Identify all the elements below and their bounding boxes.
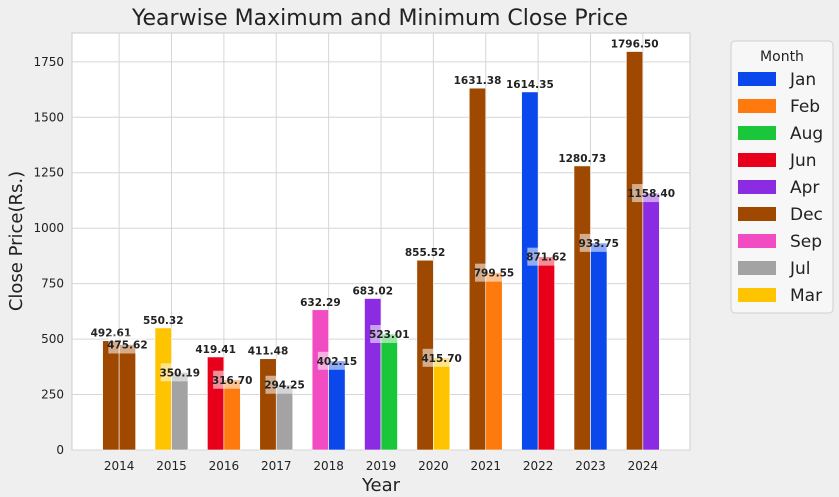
min-label-bg	[265, 375, 304, 394]
min-bar	[118, 344, 136, 451]
max-value-label: 550.32	[143, 315, 184, 327]
min-label-bg	[160, 363, 199, 382]
min-value-label: 1158.40	[627, 188, 675, 200]
min-value-label: 415.70	[421, 353, 462, 365]
legend-swatch	[738, 207, 776, 221]
max-value-label: 683.02	[352, 286, 393, 298]
max-value-label: 1614.35	[506, 79, 554, 91]
min-bar	[433, 357, 451, 451]
min-value-label: 799.55	[474, 268, 515, 280]
y-tick-label: 500	[41, 332, 64, 346]
min-value-label: 294.25	[264, 380, 305, 392]
x-tick-label: 2018	[313, 459, 344, 473]
y-tick-label: 1000	[33, 221, 64, 235]
legend-swatch	[738, 126, 776, 140]
legend-swatch	[738, 72, 776, 86]
legend-label: Jul	[789, 259, 811, 279]
y-tick-label: 0	[56, 443, 64, 457]
x-tick-label: 2019	[366, 459, 397, 473]
legend-label: Dec	[790, 205, 823, 225]
min-value-label: 871.62	[526, 252, 567, 264]
legend-swatch	[738, 234, 776, 248]
min-label-bg	[213, 370, 252, 389]
y-tick-label: 1750	[33, 55, 64, 69]
legend-label: Mar	[790, 286, 822, 306]
min-value-label: 316.70	[212, 375, 253, 387]
min-bar	[223, 379, 241, 451]
min-value-label: 402.15	[317, 356, 358, 368]
y-tick-label: 1250	[33, 166, 64, 180]
min-label-bg	[632, 184, 671, 203]
legend-swatch	[738, 99, 776, 113]
max-value-label: 1631.38	[454, 75, 502, 87]
y-tick-label: 250	[41, 388, 64, 402]
min-bar	[171, 372, 189, 451]
min-label-bg	[370, 324, 409, 343]
min-bar	[590, 242, 608, 451]
min-label-bg	[422, 348, 461, 367]
max-value-label: 855.52	[405, 247, 446, 259]
x-tick-label: 2017	[261, 459, 292, 473]
min-value-label: 933.75	[578, 238, 619, 250]
max-bar	[259, 358, 277, 451]
x-tick-label: 2015	[156, 459, 187, 473]
max-bar	[311, 309, 329, 451]
max-value-label: 632.29	[300, 297, 341, 309]
legend-label: Aug	[790, 124, 823, 144]
min-bar	[537, 256, 555, 451]
legend-swatch	[738, 288, 776, 302]
min-bar	[275, 384, 294, 451]
min-bar	[328, 360, 346, 451]
min-label-bg	[108, 335, 147, 354]
x-tick-label: 2021	[470, 459, 501, 473]
max-bar	[364, 298, 382, 451]
legend-label: Apr	[790, 178, 819, 198]
x-tick-label: 2023	[575, 459, 606, 473]
max-bar	[102, 340, 120, 451]
max-bar	[626, 51, 644, 451]
legend-swatch	[738, 261, 776, 275]
x-tick-label: 2020	[418, 459, 449, 473]
x-tick-label: 2024	[628, 459, 659, 473]
y-tick-label: 1500	[33, 110, 64, 124]
legend-label: Jun	[789, 151, 817, 171]
legend-swatch	[738, 180, 776, 194]
min-value-label: 350.19	[159, 367, 200, 379]
chart-title: Yearwise Maximum and Minimum Close Price	[131, 6, 628, 31]
bar-labels: 492.61475.62550.32350.19419.41316.70411.…	[91, 39, 675, 394]
min-label-bg	[579, 233, 618, 252]
legend-title: Month	[760, 49, 804, 65]
x-tick-label: 2022	[523, 459, 554, 473]
legend-label: Jan	[789, 70, 816, 90]
max-value-label: 1796.50	[611, 39, 659, 51]
x-tick-label: 2014	[104, 459, 135, 473]
max-bar	[521, 91, 539, 451]
legend-swatch	[738, 153, 776, 167]
min-value-label: 475.62	[107, 340, 148, 352]
min-value-label: 523.01	[369, 329, 410, 341]
legend-label: Feb	[790, 97, 820, 117]
y-axis-ticks: 0 250 500 750 1000 1250 1500 1750	[33, 55, 64, 457]
max-bar	[154, 327, 172, 451]
max-value-label: 411.48	[248, 346, 289, 358]
min-bar	[642, 192, 660, 451]
y-tick-label: 750	[41, 277, 64, 291]
legend: Month Jan Feb Aug Jun Apr Dec Sep Jul Mar	[730, 40, 834, 314]
max-value-label: 419.41	[195, 344, 236, 356]
x-axis-ticks: 2014 2015 2016 2017 2018 2019 2020 2021 2022 2023…	[104, 459, 658, 473]
min-label-bg	[474, 263, 513, 282]
min-label-bg	[317, 351, 356, 370]
y-axis-label: Close Price(Rs.)	[6, 171, 27, 311]
min-label-bg	[527, 247, 566, 266]
min-bar	[380, 333, 398, 451]
x-tick-label: 2016	[209, 459, 240, 473]
max-value-label: 1280.73	[558, 153, 606, 165]
max-bar	[573, 165, 591, 451]
min-bar	[485, 272, 503, 451]
legend-label: Sep	[790, 232, 822, 252]
x-axis-label: Year	[361, 475, 401, 496]
